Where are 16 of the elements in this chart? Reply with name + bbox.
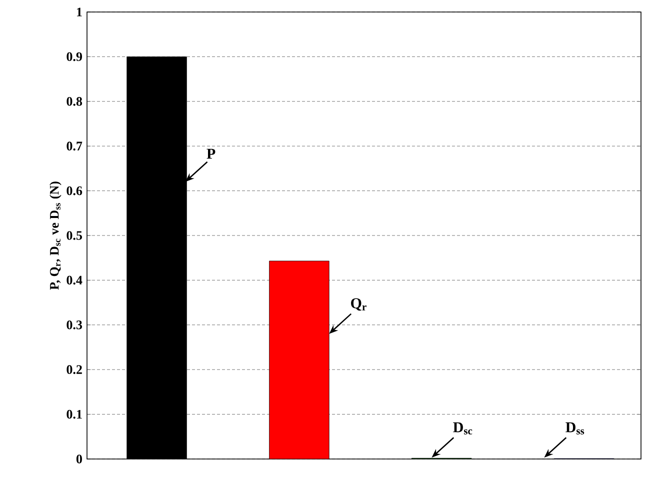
y-tick-label: 0.9 <box>66 52 82 62</box>
y-tick-label: 0.3 <box>66 320 82 330</box>
annotation: D$_{ss}$ <box>566 422 584 434</box>
y-tick-label: 0 <box>76 454 82 464</box>
y-tick-label: 0.7 <box>66 142 82 151</box>
y-tick-label: 0.5 <box>66 231 82 240</box>
annotation: D$_{sc}$ <box>453 422 472 434</box>
y-tick-label: 0.8 <box>66 96 82 106</box>
y-tick-label: 0.2 <box>66 365 82 374</box>
y-tick-label: 0.4 <box>66 276 82 285</box>
y-tick-label: 0.6 <box>66 186 82 196</box>
annotation: Q$_{r}$ <box>351 298 366 311</box>
y-axis-title: P, Q$_{r}$, D$_{sc}$ ve D$_{ss}$ (N) <box>50 182 62 290</box>
y-tick-label: 1 <box>77 8 82 16</box>
annotation: P <box>206 148 216 159</box>
y-tick-label: 0.1 <box>66 410 82 419</box>
